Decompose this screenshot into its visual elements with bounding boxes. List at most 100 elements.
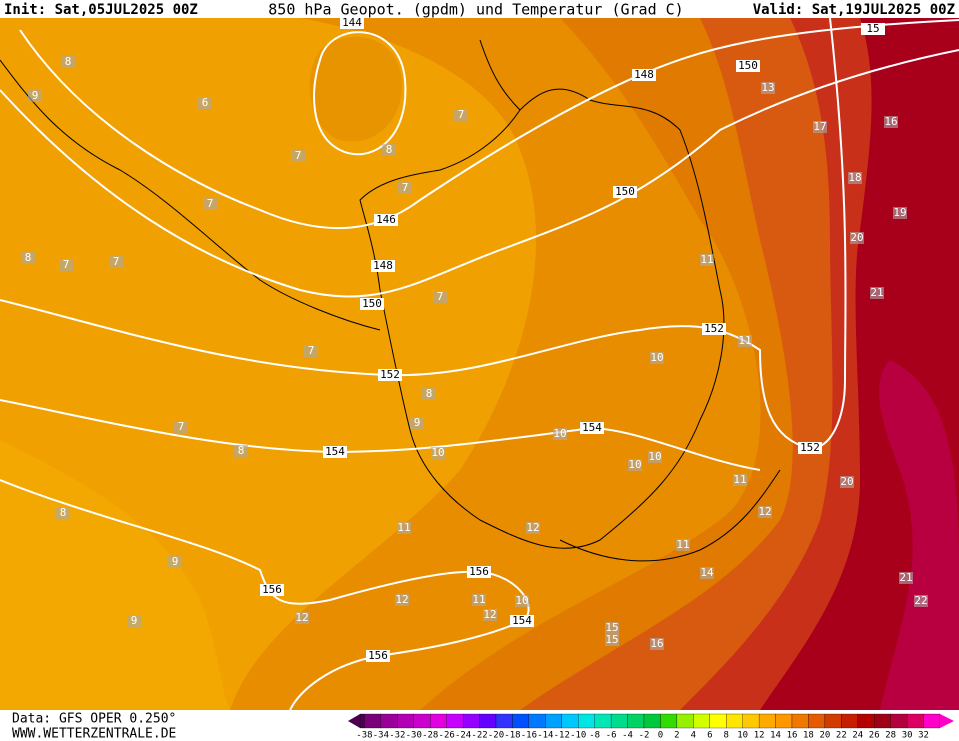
label-box <box>850 232 864 244</box>
geopotential-label: 146 <box>376 213 396 226</box>
label-box <box>410 417 424 429</box>
label-box <box>127 615 141 627</box>
colorbar-label: 28 <box>885 731 896 741</box>
label-box <box>736 60 760 72</box>
colorbar-swatch <box>594 713 612 729</box>
label-box <box>59 259 73 271</box>
colorbar-swatch <box>824 713 842 729</box>
init-time: Init: Sat,05JUL2025 00Z <box>4 2 198 18</box>
temperature-label: 20 <box>840 475 853 488</box>
colorbar-swatch <box>495 713 513 729</box>
temperature-label: 11 <box>676 538 689 551</box>
temperature-label: 11 <box>738 334 751 347</box>
geopotential-label: 154 <box>325 445 345 458</box>
temperature-label: 9 <box>172 555 179 568</box>
colorbar-label: 6 <box>707 731 712 741</box>
geopotential-label: 154 <box>512 614 532 627</box>
colorbar-label: 14 <box>770 731 781 741</box>
geopotential-label: 150 <box>362 297 382 310</box>
temperature-label: 18 <box>848 171 861 184</box>
colorbar-swatch <box>479 713 497 729</box>
label-box <box>515 595 529 607</box>
colorbar-label: -2 <box>639 731 650 741</box>
colorbar-label: -34 <box>373 731 389 741</box>
colorbar: -38 -34 -32 -30 -28 -26 -24 -22 -20 -18 -16 -14 -12-… <box>348 713 954 741</box>
label-box <box>371 260 395 272</box>
label-box <box>398 182 412 194</box>
label-box <box>553 428 567 440</box>
colorbar-swatch <box>578 713 595 729</box>
label-box <box>260 584 284 596</box>
label-box <box>360 298 384 310</box>
label-box <box>382 144 396 156</box>
temperature-label: 16 <box>884 115 897 128</box>
label-box <box>397 522 411 534</box>
label-box <box>798 442 822 454</box>
colorbar-swatch <box>808 713 826 729</box>
label-box <box>613 186 637 198</box>
temperature-label: 17 <box>813 120 826 133</box>
colorbar-label: -30 <box>406 731 422 741</box>
colorbar-label: 2 <box>674 731 679 741</box>
label-box <box>56 507 70 519</box>
colorbar-label: -10 <box>570 731 586 741</box>
colorbar-swatch <box>709 713 727 729</box>
colorbar-swatch <box>364 713 382 729</box>
label-box <box>840 476 854 488</box>
temperature-label: 19 <box>893 206 906 219</box>
valid-time: Valid: Sat,19JUL2025 00Z <box>753 2 955 18</box>
label-box <box>422 388 436 400</box>
colorbar-label: 18 <box>803 731 814 741</box>
temperature-label: 7 <box>437 290 444 303</box>
temperature-label: 9 <box>131 614 138 627</box>
label-box <box>174 421 188 433</box>
geopotential-label: 15 <box>866 22 879 35</box>
temperature-label: 8 <box>426 387 433 400</box>
label-box <box>366 650 390 662</box>
label-box <box>28 90 42 102</box>
label-box <box>899 572 913 584</box>
label-box <box>914 595 928 607</box>
label-box <box>198 97 212 109</box>
label-box <box>374 214 398 226</box>
colorbar-label: -22 <box>471 731 487 741</box>
temperature-label: 9 <box>414 416 421 429</box>
colorbar-label: -24 <box>455 731 471 741</box>
temperature-label: 10 <box>650 351 663 364</box>
temperature-label: 10 <box>431 446 444 459</box>
temperature-label: 14 <box>700 566 714 579</box>
colorbar-label: 10 <box>737 731 748 741</box>
temperature-label: 20 <box>850 231 863 244</box>
label-box <box>234 445 248 457</box>
label-box <box>510 615 534 627</box>
temperature-label: 21 <box>899 571 912 584</box>
label-box <box>761 82 775 94</box>
colorbar-swatch <box>693 713 710 729</box>
temperature-label: 10 <box>648 450 661 463</box>
geopotential-label: 156 <box>368 649 388 662</box>
temperature-label: 12 <box>395 593 408 606</box>
colorbar-swatch <box>413 713 431 729</box>
temperature-label: 7 <box>402 181 409 194</box>
colorbar-swatch <box>676 713 694 729</box>
label-box <box>433 291 447 303</box>
temperature-label: 8 <box>60 506 67 519</box>
temperature-label: 16 <box>650 637 663 650</box>
colorbar-swatch <box>775 713 793 729</box>
temperature-field <box>0 18 959 710</box>
temperature-label: 7 <box>295 149 302 162</box>
colorbar-swatch <box>462 713 480 729</box>
label-box <box>700 567 714 579</box>
colorbar-label: -38 <box>356 731 372 741</box>
colorbar-swatch <box>610 713 628 729</box>
colorbar-swatch <box>906 713 924 729</box>
label-box <box>870 287 884 299</box>
temperature-label: 13 <box>761 81 774 94</box>
colorbar-swatch <box>742 713 760 729</box>
label-box <box>848 172 862 184</box>
colorbar-label: 12 <box>754 731 765 741</box>
colorbar-swatch <box>660 713 678 729</box>
label-box <box>650 352 664 364</box>
colorbar-arrow <box>348 714 360 728</box>
